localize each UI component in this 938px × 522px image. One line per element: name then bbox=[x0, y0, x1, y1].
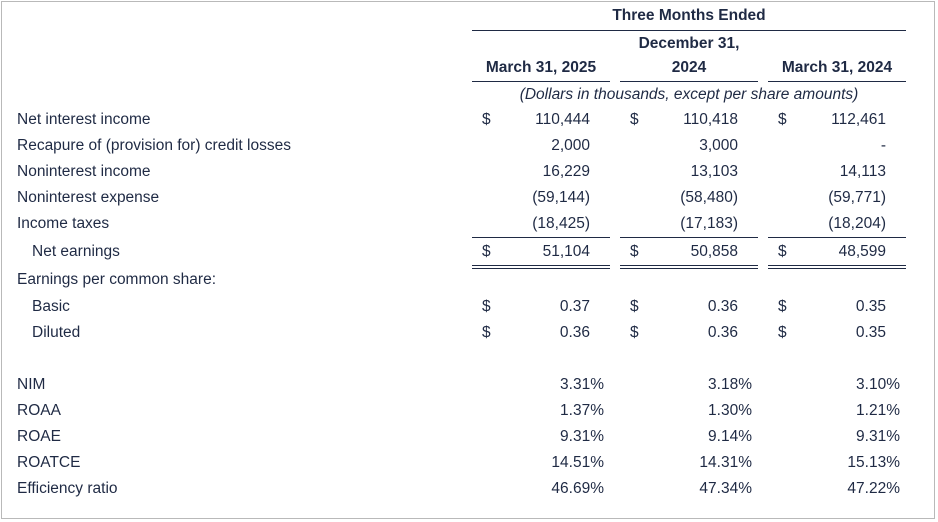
row-label: Noninterest income bbox=[17, 163, 151, 180]
ratio-value: 3.18% bbox=[708, 376, 752, 393]
subtotal-rule-2 bbox=[620, 237, 758, 238]
column-header-1-rule bbox=[472, 81, 610, 82]
row-label: Noninterest expense bbox=[17, 189, 160, 206]
currency-symbol: $ bbox=[778, 298, 787, 315]
row-label: Net earnings bbox=[32, 243, 120, 260]
ratio-value: 47.22% bbox=[847, 480, 900, 497]
row-label: Income taxes bbox=[17, 215, 110, 232]
cell-value: 13,103 bbox=[690, 163, 738, 180]
currency-symbol: $ bbox=[630, 243, 639, 260]
cell-value: 51,104 bbox=[542, 243, 590, 260]
cell-value: (17,183) bbox=[680, 215, 738, 232]
ratio-value: 14.31% bbox=[699, 454, 752, 471]
column-header-2-rule bbox=[620, 81, 758, 82]
total-double-rule-3b bbox=[768, 268, 906, 269]
cell-value: 112,461 bbox=[831, 111, 886, 128]
eps-value: 0.37 bbox=[559, 298, 590, 315]
eps-value: 0.36 bbox=[707, 324, 738, 341]
currency-symbol: $ bbox=[630, 324, 639, 341]
cell-value: 2,000 bbox=[551, 137, 590, 154]
ratio-value: 47.34% bbox=[699, 480, 752, 497]
cell-value: (58,480) bbox=[680, 189, 738, 206]
row-label: Net interest income bbox=[17, 111, 151, 128]
currency-symbol: $ bbox=[778, 111, 787, 128]
cell-value: (59,144) bbox=[532, 189, 590, 206]
cell-value: 3,000 bbox=[699, 137, 738, 154]
eps-row-label: Basic bbox=[32, 298, 70, 315]
cell-value: 14,113 bbox=[839, 163, 886, 180]
header-span-rule bbox=[472, 30, 906, 31]
total-double-rule-3a bbox=[768, 265, 906, 266]
ratio-label: Efficiency ratio bbox=[17, 480, 118, 497]
column-header-2-line2: 2024 bbox=[671, 59, 707, 76]
ratio-value: 9.31% bbox=[560, 428, 604, 445]
ratio-value: 9.31% bbox=[856, 428, 900, 445]
ratio-value: 1.37% bbox=[560, 402, 604, 419]
total-double-rule-2a bbox=[620, 265, 758, 266]
total-double-rule-1b bbox=[472, 268, 610, 269]
row-label: Recapure of (provision for) credit losse… bbox=[17, 137, 291, 154]
ratio-label: ROATCE bbox=[17, 454, 81, 471]
currency-symbol: $ bbox=[482, 298, 491, 315]
cell-value: (18,204) bbox=[828, 215, 886, 232]
cell-value: 110,418 bbox=[683, 111, 738, 128]
currency-symbol: $ bbox=[778, 324, 787, 341]
cell-value: 16,229 bbox=[542, 163, 590, 180]
total-double-rule-2b bbox=[620, 268, 758, 269]
ratio-label: ROAE bbox=[17, 428, 61, 445]
ratio-value: 9.14% bbox=[708, 428, 752, 445]
ratio-label: NIM bbox=[17, 376, 46, 393]
cell-value: 110,444 bbox=[535, 111, 590, 128]
ratio-value: 15.13% bbox=[847, 454, 900, 471]
column-header-3-rule bbox=[768, 81, 906, 82]
cell-value: 48,599 bbox=[838, 243, 886, 260]
eps-value: 0.36 bbox=[559, 324, 590, 341]
ratio-value: 1.21% bbox=[856, 402, 900, 419]
subtotal-rule-3 bbox=[768, 237, 906, 238]
ratio-value: 3.31% bbox=[560, 376, 604, 393]
currency-symbol: $ bbox=[482, 111, 491, 128]
cell-value: - bbox=[880, 137, 886, 154]
subtotal-rule-1 bbox=[472, 237, 610, 238]
currency-symbol: $ bbox=[482, 243, 491, 260]
cell-value: (18,425) bbox=[532, 215, 590, 232]
eps-value: 0.36 bbox=[707, 298, 738, 315]
ratio-value: 14.51% bbox=[551, 454, 604, 471]
units-note: (Dollars in thousands, except per share … bbox=[519, 86, 859, 103]
column-header-3: March 31, 2024 bbox=[781, 59, 893, 76]
header-span-title: Three Months Ended bbox=[612, 7, 766, 24]
column-header-1: March 31, 2025 bbox=[485, 59, 597, 76]
eps-row-label: Diluted bbox=[32, 324, 81, 341]
currency-symbol: $ bbox=[630, 298, 639, 315]
currency-symbol: $ bbox=[482, 324, 491, 341]
currency-symbol: $ bbox=[630, 111, 639, 128]
ratio-value: 46.69% bbox=[551, 480, 604, 497]
eps-heading: Earnings per common share: bbox=[17, 271, 217, 288]
cell-value: 50,858 bbox=[690, 243, 738, 260]
total-double-rule-1a bbox=[472, 265, 610, 266]
cell-value: (59,771) bbox=[828, 189, 886, 206]
eps-value: 0.35 bbox=[855, 298, 886, 315]
column-header-2-line1: December 31, bbox=[638, 35, 740, 52]
ratio-value: 1.30% bbox=[708, 402, 752, 419]
ratio-label: ROAA bbox=[17, 402, 61, 419]
eps-value: 0.35 bbox=[855, 324, 886, 341]
currency-symbol: $ bbox=[778, 243, 787, 260]
ratio-value: 3.10% bbox=[856, 376, 900, 393]
